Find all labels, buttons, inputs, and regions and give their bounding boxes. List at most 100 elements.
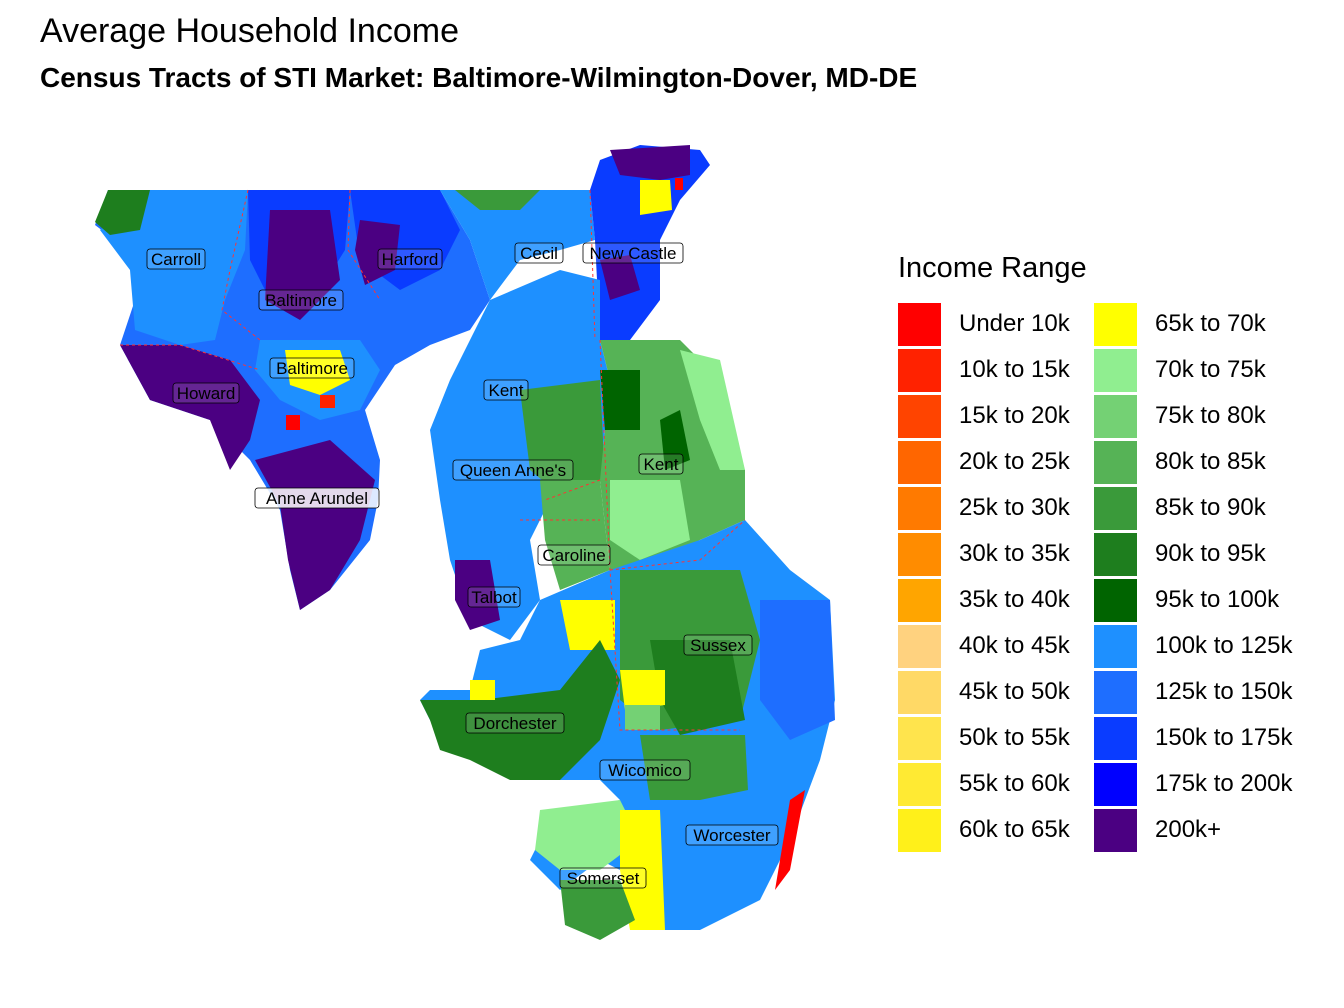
legend-item: 20k to 25k	[898, 439, 1094, 485]
northeast-region	[440, 145, 710, 340]
county-label: Dorchester	[465, 712, 565, 734]
county-label: Baltimore	[258, 289, 344, 311]
county-labels: Carroll Harford Cecil New Castle Baltimo…	[146, 242, 779, 889]
legend-item: Under 10k	[898, 301, 1094, 347]
legend-item: 175k to 200k	[1094, 761, 1293, 807]
map-subtitle: Census Tracts of STI Market: Baltimore-W…	[40, 62, 918, 93]
legend-label: 85k to 90k	[1155, 494, 1266, 521]
legend-swatch	[1094, 624, 1137, 668]
legend-swatch	[1094, 440, 1137, 484]
county-label: Carroll	[146, 248, 206, 270]
legend-label: 60k to 65k	[959, 816, 1070, 843]
county-label: Baltimore	[269, 357, 355, 379]
legend-item: 80k to 85k	[1094, 439, 1290, 485]
legend-swatch	[898, 348, 941, 392]
legend-swatch	[898, 440, 941, 484]
legend-item: 65k to 70k	[1094, 301, 1290, 347]
legend-swatch	[898, 808, 941, 852]
legend-swatch	[898, 716, 941, 760]
choropleth-map: Carroll Harford Cecil New Castle Baltimo…	[95, 145, 835, 940]
legend-label: 100k to 125k	[1155, 632, 1293, 659]
legend-swatch	[898, 394, 941, 438]
svg-text:Baltimore: Baltimore	[265, 291, 337, 310]
legend-swatch	[898, 762, 941, 806]
svg-text:Dorchester: Dorchester	[473, 714, 556, 733]
legend-title: Income Range	[898, 252, 1087, 284]
legend-swatch	[1094, 348, 1137, 392]
legend-item: 150k to 175k	[1094, 715, 1293, 761]
county-label: Wicomico	[599, 759, 691, 781]
legend-swatch	[1094, 486, 1137, 530]
legend-item: 25k to 30k	[898, 485, 1094, 531]
legend-item: 90k to 95k	[1094, 531, 1290, 577]
legend-label: 55k to 60k	[959, 770, 1070, 797]
legend-item: 15k to 20k	[898, 393, 1094, 439]
legend-label: 95k to 100k	[1155, 586, 1280, 613]
legend-label: 25k to 30k	[959, 494, 1070, 521]
legend-label: 15k to 20k	[959, 402, 1070, 429]
legend-item: 30k to 35k	[898, 531, 1094, 577]
legend-swatch	[1094, 670, 1137, 714]
legend-swatch	[1094, 808, 1137, 852]
legend-label: 45k to 50k	[959, 678, 1070, 705]
county-label: Howard	[172, 382, 240, 404]
county-label: Harford	[377, 248, 443, 270]
svg-text:Somerset: Somerset	[567, 869, 640, 888]
svg-text:Harford: Harford	[382, 250, 439, 269]
map-title: Average Household Income	[40, 12, 459, 50]
legend-swatch	[1094, 762, 1137, 806]
svg-text:Cecil: Cecil	[520, 244, 558, 263]
svg-text:Queen Anne's: Queen Anne's	[460, 461, 566, 480]
legend-swatch	[1094, 302, 1137, 346]
legend-label: 90k to 95k	[1155, 540, 1266, 567]
svg-text:Anne Arundel: Anne Arundel	[266, 489, 368, 508]
legend-label: 200k+	[1155, 816, 1222, 843]
legend-label: 50k to 55k	[959, 724, 1070, 751]
legend-label: 20k to 25k	[959, 448, 1070, 475]
legend-item: 75k to 80k	[1094, 393, 1290, 439]
svg-text:Carroll: Carroll	[151, 250, 201, 269]
legend-swatch	[1094, 716, 1137, 760]
legend-item: 125k to 150k	[1094, 669, 1292, 715]
legend: Income Range Under 10k 10k to 15k 15k to 2…	[898, 252, 1293, 853]
county-boundaries	[120, 189, 746, 731]
county-label: Somerset	[559, 867, 647, 889]
legend-item: 55k to 60k	[898, 761, 1094, 807]
legend-label: 80k to 85k	[1155, 448, 1266, 475]
legend-grid: Under 10k 10k to 15k 15k to 20k 20k to 25k 2…	[898, 301, 1293, 853]
legend-label: 150k to 175k	[1155, 724, 1293, 751]
legend-item: 70k to 75k	[1094, 347, 1290, 393]
svg-text:Howard: Howard	[177, 384, 236, 403]
county-label: Cecil	[514, 242, 564, 264]
county-label: New Castle	[582, 242, 684, 264]
svg-text:Kent: Kent	[644, 455, 679, 474]
legend-label: 10k to 15k	[959, 356, 1070, 383]
legend-swatch	[898, 578, 941, 622]
eastern-shore-md	[430, 270, 610, 640]
county-label: Kent	[638, 453, 684, 475]
legend-swatch	[898, 624, 941, 668]
legend-item: 40k to 45k	[898, 623, 1094, 669]
legend-label: 40k to 45k	[959, 632, 1070, 659]
legend-label: 35k to 40k	[959, 586, 1070, 613]
legend-swatch	[898, 302, 941, 346]
legend-item: 50k to 55k	[898, 715, 1094, 761]
legend-item: 35k to 40k	[898, 577, 1094, 623]
svg-text:Kent: Kent	[489, 381, 524, 400]
county-label: Anne Arundel	[254, 487, 380, 509]
legend-label: Under 10k	[959, 310, 1070, 337]
legend-item: 60k to 65k	[898, 807, 1094, 853]
legend-item: 10k to 15k	[898, 347, 1094, 393]
legend-item: 95k to 100k	[1094, 577, 1290, 623]
county-label: Talbot	[467, 586, 521, 608]
legend-item: 85k to 90k	[1094, 485, 1290, 531]
svg-text:Sussex: Sussex	[690, 636, 746, 655]
county-label: Caroline	[537, 544, 611, 566]
legend-swatch	[1094, 578, 1137, 622]
legend-label: 175k to 200k	[1155, 770, 1293, 797]
county-label: Sussex	[683, 634, 753, 656]
western-shore	[95, 190, 490, 610]
legend-swatch	[898, 670, 941, 714]
svg-text:Worcester: Worcester	[693, 826, 770, 845]
legend-swatch	[898, 532, 941, 576]
